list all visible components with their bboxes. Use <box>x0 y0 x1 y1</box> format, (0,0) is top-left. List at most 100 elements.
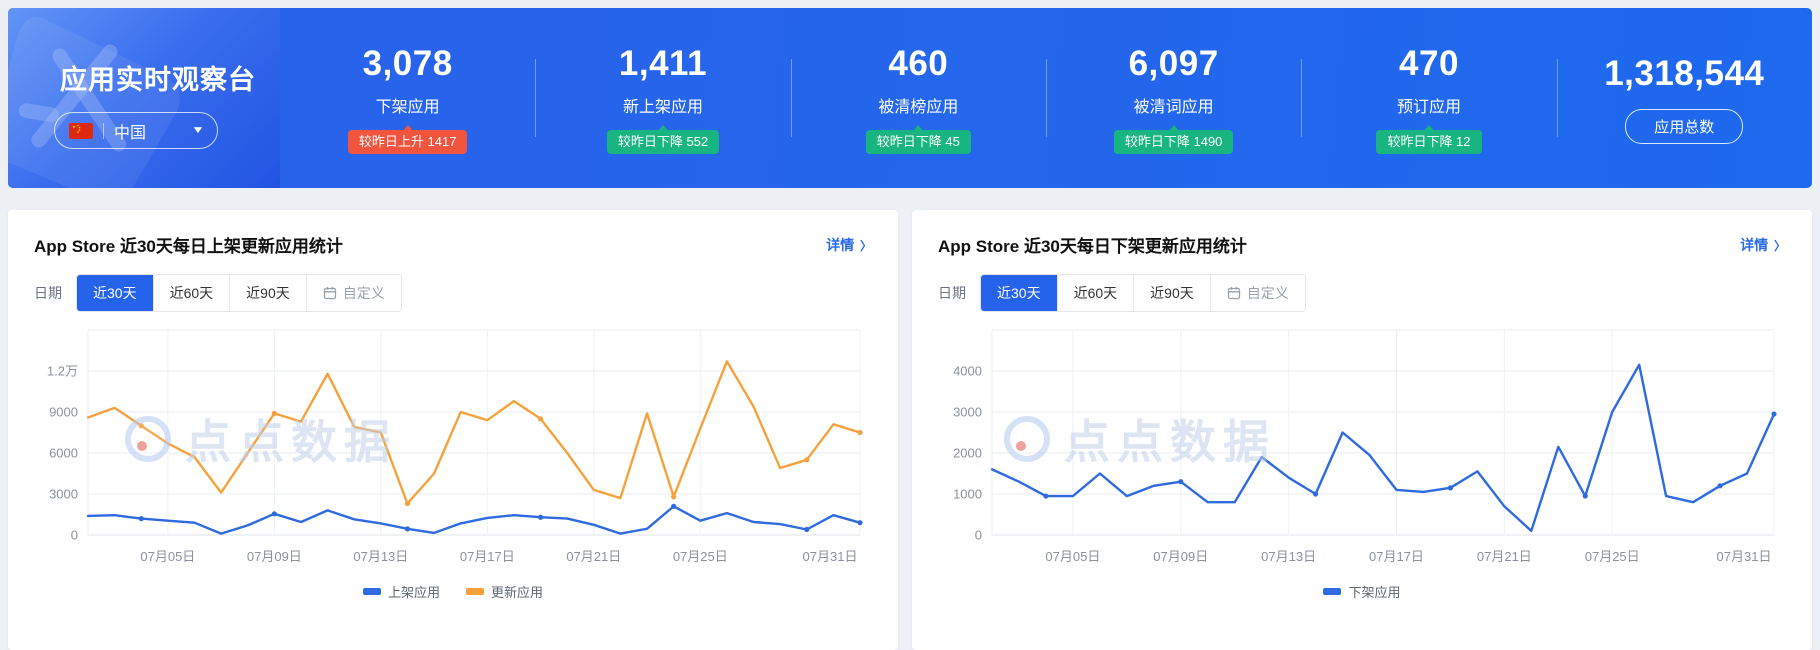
badge-arrow-icon <box>1168 125 1179 132</box>
legend-label: 更新应用 <box>491 585 544 600</box>
app-store-icon <box>8 16 180 188</box>
svg-text:4000: 4000 <box>953 364 982 379</box>
stat-delta-badge: 较昨日上升 1417 <box>347 125 468 154</box>
legend-item[interactable]: 上架应用 <box>362 582 440 601</box>
total-apps-value: 1,318,544 <box>1604 54 1765 93</box>
svg-text:07月05日: 07月05日 <box>140 549 195 564</box>
legend-marker-icon <box>1323 588 1342 595</box>
svg-text:1000: 1000 <box>953 487 982 502</box>
date-filter-label: 日期 <box>938 285 966 301</box>
svg-text:07月09日: 07月09日 <box>247 549 302 564</box>
stat-value: 460 <box>888 44 949 84</box>
stat-label: 下架应用 <box>375 99 440 117</box>
country-selector[interactable]: 中国 ▼ <box>54 112 218 149</box>
date-range-tab[interactable]: 近30天 <box>77 275 153 311</box>
stat-cell: 3,078 下架应用较昨日上升 1417 <box>280 42 535 154</box>
chevron-right-icon: 〉 <box>859 238 872 253</box>
date-range-tabs: 近30天 近60天 近90天 自定义 <box>76 274 402 312</box>
stat-delta-badge: 较昨日下降 45 <box>865 125 971 154</box>
calendar-icon <box>323 287 336 300</box>
svg-text:3000: 3000 <box>49 487 78 502</box>
svg-text:07月21日: 07月21日 <box>1477 549 1532 564</box>
legend-item[interactable]: 更新应用 <box>466 582 543 601</box>
stat-label: 被清榜应用 <box>878 99 959 117</box>
badge-arrow-icon <box>657 125 668 132</box>
stat-delta-text: 较昨日下降 45 <box>876 134 960 150</box>
stat-value: 470 <box>1399 44 1459 84</box>
stat-value: 6,097 <box>1128 44 1219 84</box>
detail-link-label: 详情 <box>826 236 855 253</box>
svg-text:3000: 3000 <box>953 405 982 420</box>
custom-date-tab[interactable]: 自定义 <box>1209 275 1305 311</box>
china-flag-icon <box>69 122 93 139</box>
svg-text:6000: 6000 <box>49 446 78 461</box>
detail-link[interactable]: 详情 〉 <box>826 235 872 255</box>
svg-text:07月13日: 07月13日 <box>353 549 408 564</box>
stat-delta-text: 较昨日下降 1490 <box>1124 134 1223 150</box>
line-chart-delisted: 0 1000 2000 3000 4000 07月05日 07月09日 07月13日 07月17… <box>953 329 1777 564</box>
stat-delta-badge: 较昨日下降 1490 <box>1113 125 1234 154</box>
chart-area: 0 3000 6000 9000 1.2万 07月05日 07月09日 07月13日 07月17… <box>30 318 876 578</box>
custom-date-tab[interactable]: 自定义 <box>305 275 401 311</box>
stat-label: 预订应用 <box>1396 99 1461 117</box>
line-chart-listed-updated: 0 3000 6000 9000 1.2万 07月05日 07月09日 07月13日 07月17… <box>47 329 863 564</box>
stat-delta-text: 较昨日下降 12 <box>1387 134 1471 150</box>
svg-text:0: 0 <box>975 528 982 543</box>
svg-text:07月31日: 07月31日 <box>1717 549 1772 564</box>
chevron-down-icon: ▼ <box>191 125 205 136</box>
country-label: 中国 <box>114 124 147 142</box>
calendar-icon <box>1227 287 1240 300</box>
date-range-tab[interactable]: 近30天 <box>981 275 1057 311</box>
chart-legend: 下架应用 <box>912 582 1812 601</box>
stat-cell: 460 被清榜应用较昨日下降 45 <box>791 42 1046 154</box>
svg-text:07月13日: 07月13日 <box>1261 549 1316 564</box>
card-title: App Store 近30天每日下架更新应用统计 <box>938 237 1247 256</box>
stat-delta-badge: 较昨日下降 12 <box>1376 125 1482 154</box>
svg-text:07月17日: 07月17日 <box>1369 549 1424 564</box>
detail-link-label: 详情 <box>1740 236 1769 253</box>
svg-text:0: 0 <box>71 528 78 543</box>
date-range-tab[interactable]: 近90天 <box>229 275 306 311</box>
badge-arrow-icon <box>913 125 924 132</box>
stat-label: 新上架应用 <box>622 99 703 117</box>
page-title: 应用实时观察台 <box>60 65 256 95</box>
svg-text:1.2万: 1.2万 <box>47 364 78 379</box>
chart-area: 0 1000 2000 3000 4000 07月05日 07月09日 07月13日 07月17… <box>934 318 1790 578</box>
observatory-panel: 应用实时观察台 中国 ▼ <box>8 8 280 188</box>
custom-date-label: 自定义 <box>342 285 385 301</box>
chart-card-listed-updated: App Store 近30天每日上架更新应用统计 详情 〉 日期 近30天 近60… <box>8 210 898 650</box>
stat-value: 3,078 <box>362 44 453 84</box>
chevron-right-icon: 〉 <box>1773 238 1786 253</box>
hero-banner: 应用实时观察台 中国 ▼ 3,078 下架应用较昨日上升 1417 1,411 新上架… <box>8 8 1812 188</box>
date-filter-row: 日期 近30天 近60天 近90天 自定义 <box>34 274 872 312</box>
stat-value: 1,411 <box>618 44 708 84</box>
stat-delta-badge: 较昨日下降 552 <box>606 125 720 154</box>
chart-card-delisted: App Store 近30天每日下架更新应用统计 详情 〉 日期 近30天 近60… <box>912 210 1812 650</box>
date-range-tab[interactable]: 近60天 <box>152 275 230 311</box>
svg-text:07月21日: 07月21日 <box>566 549 621 564</box>
chart-legend: 上架应用 更新应用 <box>8 582 898 601</box>
total-apps-button[interactable]: 应用总数 <box>1625 109 1744 144</box>
stat-cell: 1,411 新上架应用较昨日下降 552 <box>535 42 790 154</box>
legend-item[interactable]: 下架应用 <box>1323 582 1401 601</box>
custom-date-label: 自定义 <box>1246 285 1289 301</box>
svg-text:2000: 2000 <box>953 446 982 461</box>
divider <box>103 122 104 139</box>
legend-marker-icon <box>466 588 484 595</box>
stat-cell-total: 1,318,544 应用总数 <box>1557 52 1812 144</box>
svg-text:07月31日: 07月31日 <box>803 549 858 564</box>
date-range-tab[interactable]: 近60天 <box>1056 275 1134 311</box>
badge-arrow-icon <box>1423 125 1434 132</box>
legend-label: 上架应用 <box>387 585 440 600</box>
stat-cell: 6,097 被清词应用较昨日下降 1490 <box>1046 42 1301 154</box>
stats-row: 3,078 下架应用较昨日上升 1417 1,411 新上架应用较昨日下降 552 46… <box>280 8 1812 188</box>
detail-link[interactable]: 详情 〉 <box>1740 235 1786 255</box>
legend-label: 下架应用 <box>1348 585 1401 600</box>
stat-label: 被清词应用 <box>1133 99 1214 117</box>
date-filter-label: 日期 <box>34 285 62 301</box>
svg-text:07月25日: 07月25日 <box>673 549 728 564</box>
date-range-tab[interactable]: 近90天 <box>1133 275 1210 311</box>
card-title: App Store 近30天每日上架更新应用统计 <box>34 237 343 256</box>
svg-text:07月09日: 07月09日 <box>1153 549 1208 564</box>
stat-delta-text: 较昨日下降 552 <box>617 134 709 150</box>
